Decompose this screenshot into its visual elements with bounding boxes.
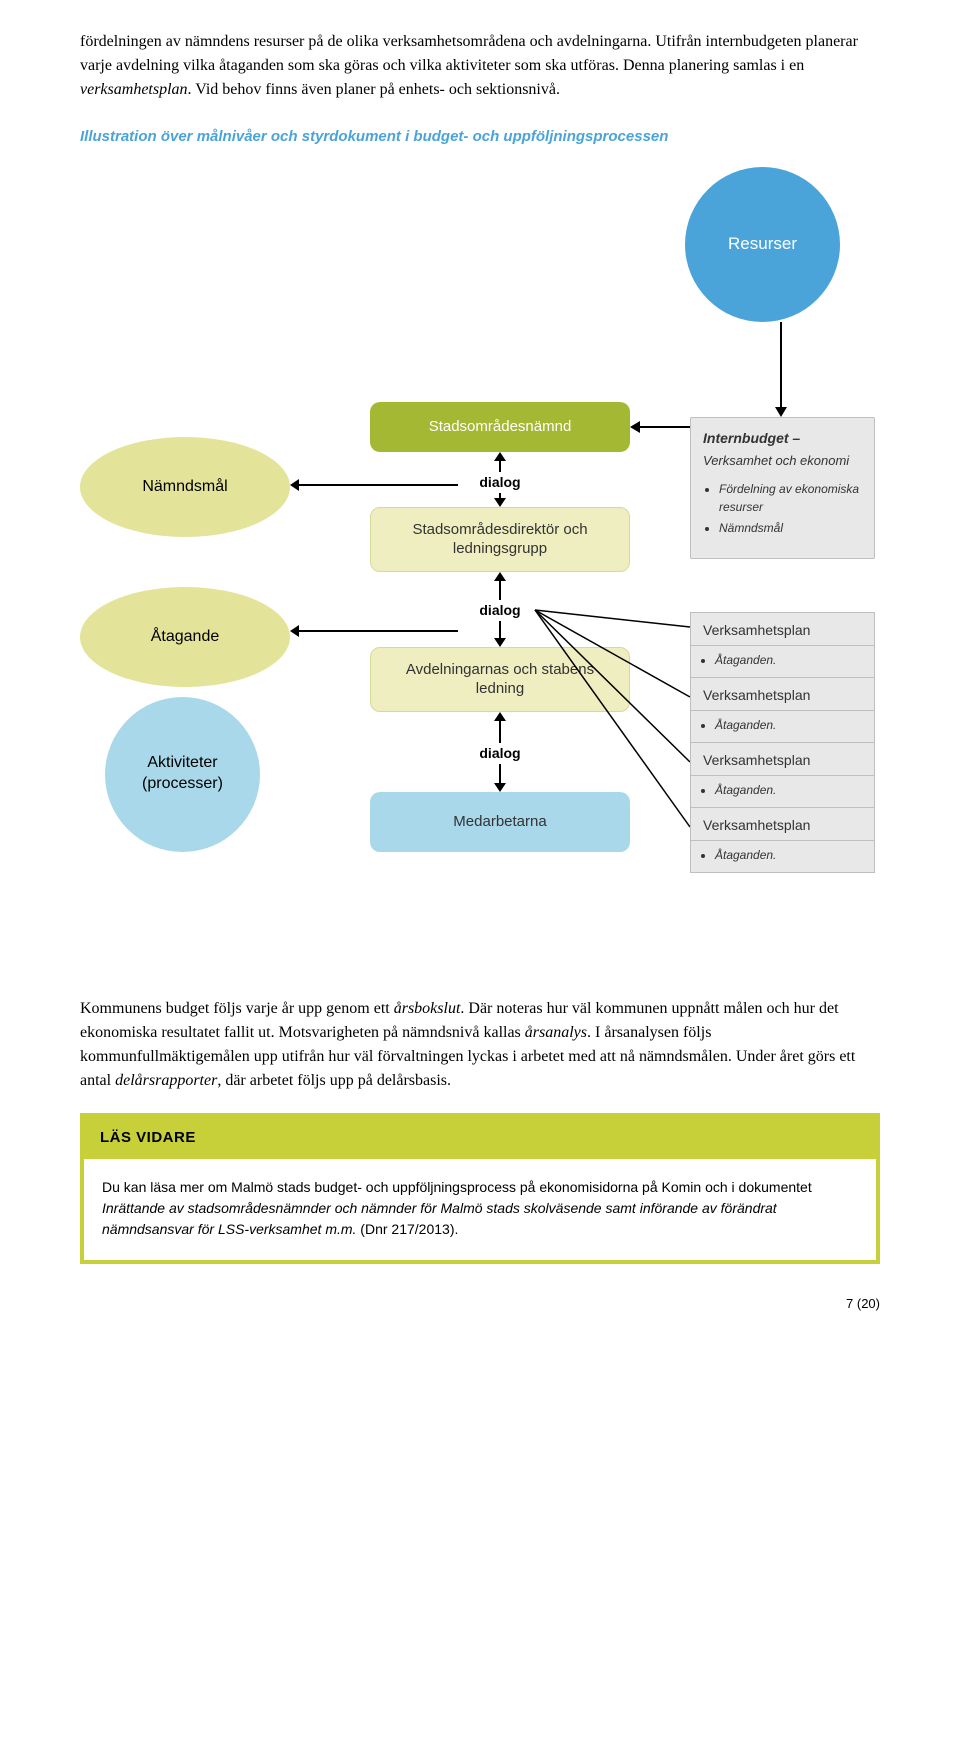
- las-vidare-body: Du kan läsa mer om Malmö stads budget- o…: [84, 1159, 876, 1260]
- internbudget-b1: Fördelning av ekonomiska resurser: [719, 480, 862, 516]
- vp4-b: Åtaganden.: [715, 846, 862, 864]
- internbudget-title: Internbudget –: [703, 428, 862, 449]
- las-vidare-box: LÄS VIDARE Du kan läsa mer om Malmö stad…: [80, 1113, 880, 1265]
- note-vp-3: Verksamhetsplan Åtaganden.: [690, 742, 875, 808]
- node-atagande: Åtagande: [80, 587, 290, 687]
- diagram: Resurser Nämndsmål Åtagande Aktiviteter …: [80, 167, 880, 957]
- p2-t1: Kommunens budget följs varje år upp geno…: [80, 1000, 394, 1017]
- node-resurser: Resurser: [685, 167, 840, 322]
- node-stadsomradesnamnd: Stadsområdesnämnd: [370, 402, 630, 452]
- connector-fanout: [535, 607, 695, 867]
- paragraph-2: Kommunens budget följs varje år upp geno…: [80, 997, 880, 1093]
- vp2-b: Åtaganden.: [715, 716, 862, 734]
- direktor-l2: ledningsgrupp: [453, 540, 547, 557]
- node-direktor: Stadsområdesdirektör och ledningsgrupp: [370, 507, 630, 572]
- connector-internbudget-namnd: [630, 425, 690, 429]
- diagram-caption: Illustration över målnivåer och styrdoku…: [80, 126, 880, 149]
- p2-em1: årsbokslut: [394, 1000, 461, 1017]
- dialog-label-2: dialog: [470, 600, 530, 621]
- connector-resurser-internbudget: [780, 322, 782, 417]
- arrow-h-1: [298, 484, 458, 486]
- p2-em2: årsanalys: [525, 1024, 587, 1041]
- avdelning-l2: ledning: [476, 680, 524, 697]
- node-aktiviteter: Aktiviteter (processer): [105, 697, 260, 852]
- p1-text1: fördelningen av nämndens resurser på de …: [80, 33, 858, 74]
- vp3-b: Åtaganden.: [715, 781, 862, 799]
- internbudget-b2: Nämndsmål: [719, 519, 862, 537]
- vp3-hdr: Verksamhetsplan: [691, 743, 874, 776]
- dialog-label-3: dialog: [470, 743, 530, 764]
- aktiv-l1: Aktiviteter: [147, 754, 217, 771]
- vp2-hdr: Verksamhetsplan: [691, 678, 874, 711]
- lv-t2: (Dnr 217/2013).: [356, 1221, 458, 1237]
- note-vp-4: Verksamhetsplan Åtaganden.: [690, 807, 875, 873]
- p1-text2: . Vid behov finns även planer på enhets-…: [188, 81, 560, 98]
- vp4-hdr: Verksamhetsplan: [691, 808, 874, 841]
- p2-em3: delårsrapporter: [115, 1072, 217, 1089]
- vp1-b: Åtaganden.: [715, 651, 862, 669]
- note-vp-2: Verksamhetsplan Åtaganden.: [690, 677, 875, 743]
- intro-paragraph: fördelningen av nämndens resurser på de …: [80, 30, 880, 102]
- arrow-h-2: [298, 630, 458, 632]
- lv-t1: Du kan läsa mer om Malmö stads budget- o…: [102, 1179, 812, 1195]
- note-internbudget: Internbudget – Verksamhet och ekonomi Fö…: [690, 417, 875, 560]
- aktiv-l2: (processer): [142, 775, 223, 792]
- las-vidare-title: LÄS VIDARE: [84, 1117, 876, 1160]
- p2-t4: , där arbetet följs upp på delårsbasis.: [217, 1072, 451, 1089]
- direktor-l1: Stadsområdesdirektör och: [412, 521, 587, 538]
- node-namndsmal: Nämndsmål: [80, 437, 290, 537]
- p1-em1: verksamhetsplan: [80, 81, 188, 98]
- internbudget-sub: Verksamhet och ekonomi: [703, 451, 862, 471]
- page-number: 7 (20): [80, 1294, 880, 1314]
- dialog-label-1: dialog: [470, 472, 530, 493]
- note-vp-1: Verksamhetsplan Åtaganden.: [690, 612, 875, 678]
- vp1-hdr: Verksamhetsplan: [691, 613, 874, 646]
